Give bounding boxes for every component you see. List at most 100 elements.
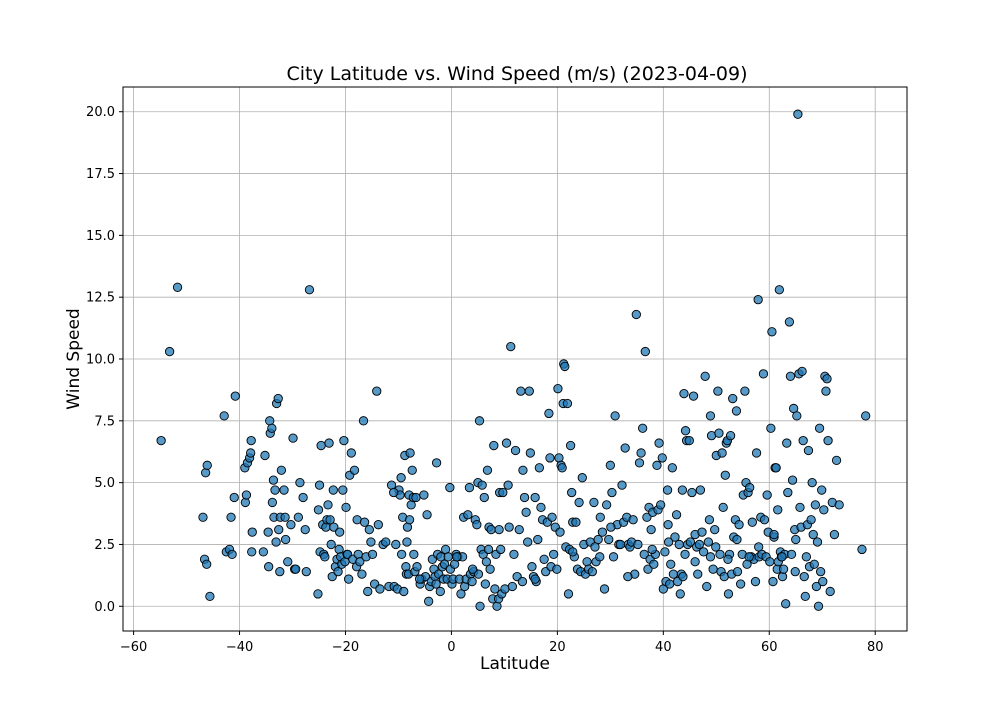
data-point [172,282,183,292]
data-point [636,448,646,458]
data-point [486,524,496,535]
data-point [732,567,743,577]
data-point [705,552,716,562]
data-point [665,579,675,589]
data-point [276,465,287,475]
data-point [357,569,367,579]
y-tick-label: 5.0 [94,476,115,491]
data-point [774,285,784,295]
data-point [684,435,694,446]
data-point [286,520,296,530]
data-point [381,537,391,547]
data-point [787,475,798,485]
data-point [534,463,545,473]
data-point [751,448,762,458]
data-point [687,487,697,498]
data-point [320,552,330,562]
data-point [639,549,649,559]
gridlines [123,87,907,631]
data-point [587,567,597,577]
data-point [346,448,356,458]
data-point [205,591,215,602]
data-point [359,517,370,527]
chart-title: City Latitude vs. Wind Speed (m/s) (2023… [286,63,747,85]
data-point [814,423,825,433]
data-point [560,361,570,372]
data-point [485,564,495,574]
data-point [823,435,833,446]
data-point [647,544,657,555]
data-point [335,527,345,537]
data-point [834,500,844,510]
data-point [527,562,537,572]
data-point [595,552,605,562]
data-point [202,559,212,569]
data-point [623,571,633,582]
data-point [786,549,797,559]
data-point [389,487,399,498]
data-point [283,557,293,567]
data-point [288,433,298,443]
y-tick-label: 0.0 [94,600,115,615]
data-point [363,586,373,597]
data-point [771,463,781,473]
data-point [473,569,484,579]
data-point [582,557,592,567]
data-point [523,537,533,547]
data-point [519,492,530,503]
data-point [762,490,772,500]
data-point [411,492,421,503]
data-point [530,492,540,503]
data-point [494,524,504,535]
data-point [539,554,549,564]
data-point [414,574,425,584]
y-tick-label: 10.0 [86,353,115,368]
data-point [711,542,721,552]
x-tick-label: 0 [447,640,455,655]
data-point [747,517,757,527]
data-point [524,386,534,396]
data-point [279,485,289,495]
y-axis-label: Wind Speed [64,308,84,409]
data-point [714,428,724,438]
data-point [467,564,478,574]
data-point [298,492,308,503]
data-point [806,515,816,525]
data-point [404,515,415,525]
data-point [431,579,441,589]
data-point [439,559,450,569]
data-point [675,589,685,599]
data-point [597,527,608,537]
data-point [391,539,401,550]
data-point [280,534,291,545]
data-point [419,490,429,500]
data-point [300,524,310,535]
data-point [521,507,531,517]
data-point [358,416,369,426]
data-point [456,589,466,599]
data-point [549,549,559,559]
data-point [246,448,256,458]
data-point [364,524,374,535]
data-point [219,411,229,421]
data-point [474,416,485,426]
data-point [402,537,412,547]
data-point [740,386,750,396]
data-point [605,460,615,470]
data-point [530,574,540,584]
data-point [275,567,285,577]
data-point [258,547,269,557]
data-point [620,443,630,453]
data-point [407,465,417,475]
data-point [544,408,554,419]
data-point [698,547,709,557]
data-point [720,470,730,480]
data-point [861,411,871,421]
data-point [480,579,490,589]
data-point [677,485,688,495]
data-point [316,440,326,451]
data-point [445,482,455,493]
y-tick-label: 17.5 [86,167,115,182]
data-point [604,534,614,545]
data-point [812,537,823,547]
